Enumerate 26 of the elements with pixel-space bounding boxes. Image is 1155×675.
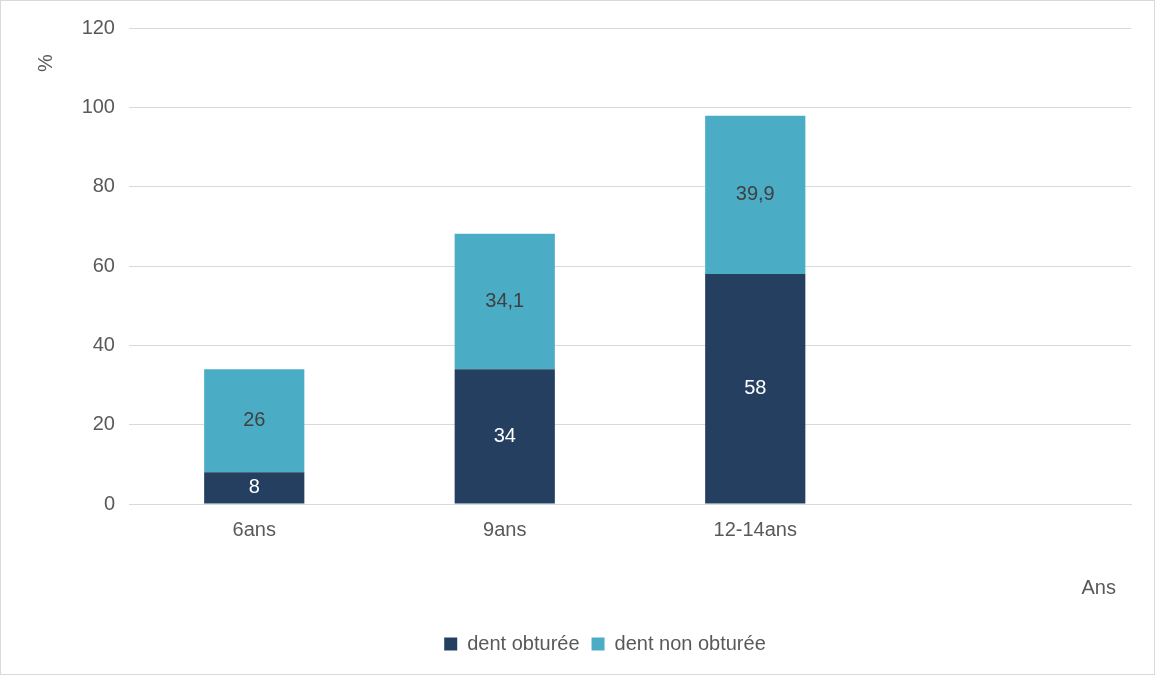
data-label: 34: [493, 423, 516, 446]
x-axis-title: Ans: [1081, 575, 1116, 598]
y-tick-label: 100: [81, 94, 115, 117]
x-tick-label: 6ans: [232, 517, 276, 540]
bar: [204, 472, 305, 504]
legend-label: dent obturée: [467, 631, 580, 654]
x-tick-label: 12-14ans: [713, 517, 797, 540]
data-label: 26: [243, 408, 266, 431]
data-label: 58: [744, 376, 767, 399]
bar: [454, 233, 555, 370]
bar: [705, 273, 806, 504]
y-tick-label: 80: [92, 174, 115, 197]
data-label: 34,1: [485, 289, 525, 312]
bar: [705, 115, 806, 274]
x-tick-label: 9ans: [483, 517, 527, 540]
y-tick-label: 20: [92, 412, 115, 435]
y-tick-label: 120: [81, 15, 115, 38]
data-label: 8: [248, 475, 260, 498]
data-label: 39,9: [735, 182, 775, 205]
legend-label: dent non obturée: [614, 631, 766, 654]
y-tick-label: 0: [103, 491, 115, 514]
y-axis-title: %: [33, 53, 56, 72]
y-tick-label: 60: [92, 253, 115, 276]
bar: [454, 369, 555, 504]
y-tick-label: 40: [92, 332, 115, 355]
bar: [204, 369, 305, 473]
